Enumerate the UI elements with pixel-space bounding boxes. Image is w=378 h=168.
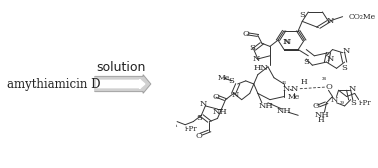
FancyBboxPatch shape — [282, 40, 290, 43]
Text: ¹³: ¹³ — [282, 81, 287, 87]
Text: N: N — [349, 85, 356, 93]
Text: NH: NH — [277, 107, 291, 115]
Text: N: N — [343, 47, 350, 55]
FancyBboxPatch shape — [282, 87, 290, 90]
Text: S: S — [299, 11, 305, 19]
Text: Me: Me — [288, 93, 300, 100]
Text: solution: solution — [96, 61, 146, 74]
Text: O: O — [325, 83, 332, 91]
Text: N: N — [282, 85, 290, 93]
Text: NH: NH — [212, 108, 227, 116]
Text: S: S — [303, 58, 309, 66]
Text: N: N — [327, 55, 334, 63]
Text: HN: HN — [253, 64, 268, 72]
Text: S: S — [249, 44, 255, 52]
Text: Me: Me — [217, 74, 230, 82]
Text: O: O — [242, 30, 249, 38]
Text: H: H — [301, 78, 308, 86]
Text: amythiamicin D: amythiamicin D — [7, 77, 100, 91]
Text: N: N — [282, 38, 290, 46]
Text: H: H — [317, 116, 324, 124]
Text: O: O — [196, 132, 203, 140]
Text: i-Pr: i-Pr — [359, 99, 371, 107]
Text: NH: NH — [259, 102, 273, 110]
Text: N: N — [284, 38, 291, 46]
Text: ²⁸: ²⁸ — [322, 78, 327, 83]
Text: O: O — [313, 102, 320, 110]
Text: N: N — [252, 55, 260, 63]
Text: N: N — [200, 100, 207, 108]
Text: S: S — [197, 114, 202, 122]
Text: N: N — [327, 17, 334, 25]
Text: N: N — [232, 91, 239, 99]
Text: ᵢ: ᵢ — [176, 121, 177, 129]
Text: i-Pr: i-Pr — [185, 125, 198, 133]
Text: S: S — [229, 77, 234, 85]
Text: O: O — [212, 93, 219, 100]
Text: S: S — [350, 99, 356, 107]
Text: N: N — [290, 85, 298, 93]
Text: CO₂Me: CO₂Me — [349, 13, 376, 21]
Text: ²⁹: ²⁹ — [340, 102, 345, 107]
Text: S: S — [342, 64, 347, 72]
Polygon shape — [95, 75, 151, 93]
Text: NH: NH — [315, 111, 330, 119]
Text: N: N — [331, 96, 338, 104]
Polygon shape — [96, 79, 145, 89]
